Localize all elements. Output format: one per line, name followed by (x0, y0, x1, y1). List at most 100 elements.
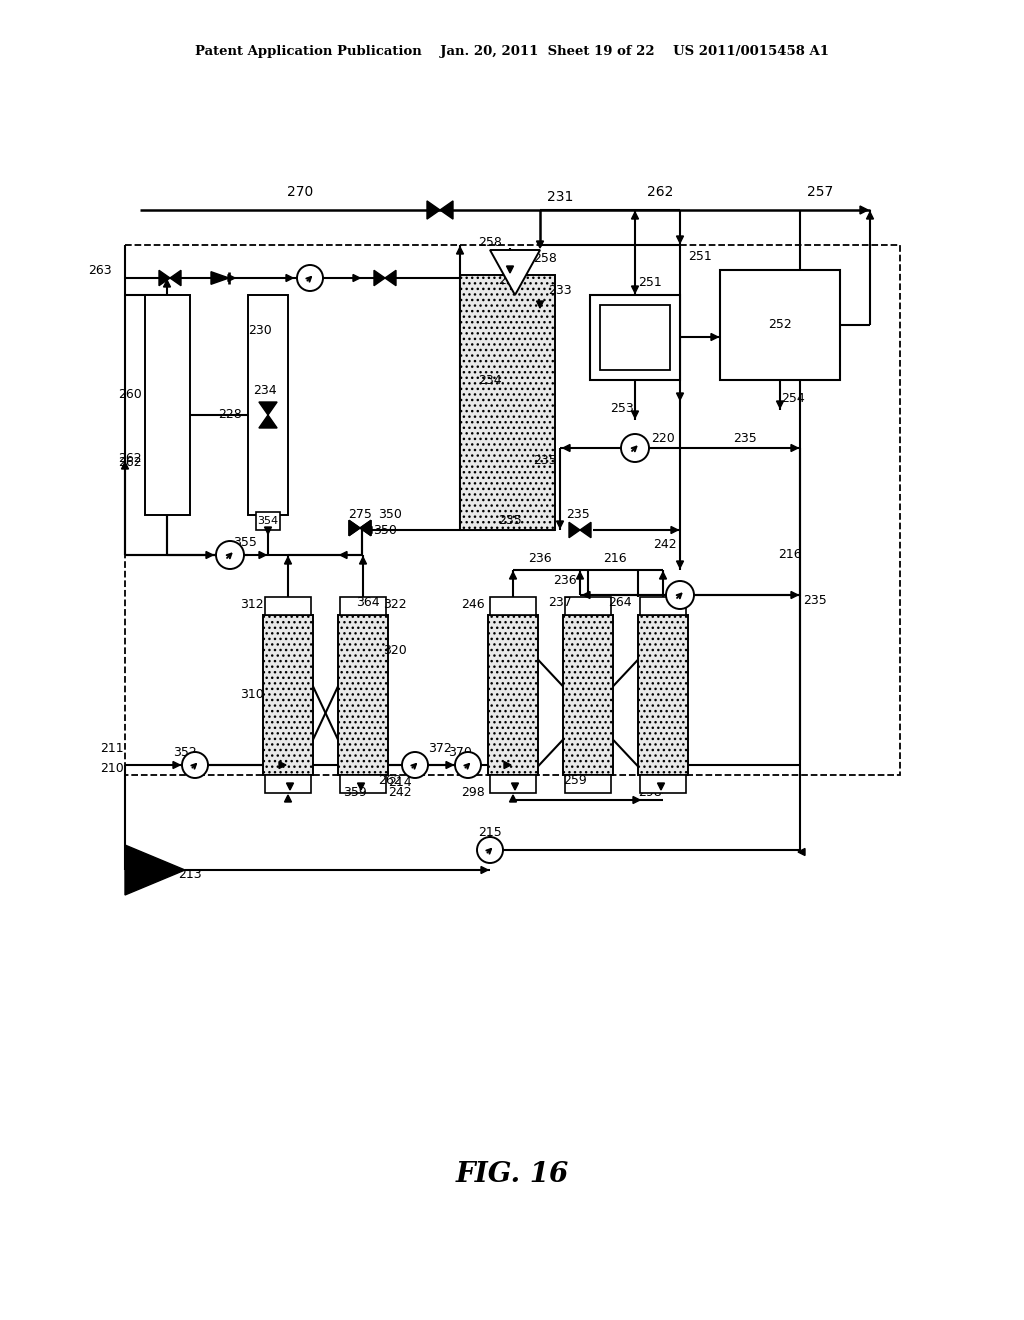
Polygon shape (537, 301, 544, 308)
Polygon shape (671, 527, 678, 533)
Polygon shape (677, 561, 683, 568)
Bar (340, 775, 386, 793)
Text: 262: 262 (647, 185, 673, 199)
Polygon shape (659, 572, 667, 579)
Bar (265, 775, 311, 793)
Polygon shape (791, 591, 798, 598)
Polygon shape (677, 393, 683, 400)
Polygon shape (170, 271, 181, 285)
Text: 320: 320 (383, 644, 407, 656)
Text: 220: 220 (651, 432, 675, 445)
Polygon shape (440, 201, 453, 219)
Bar (640, 597, 686, 615)
Polygon shape (349, 520, 360, 536)
Text: 364: 364 (356, 595, 380, 609)
Polygon shape (206, 552, 213, 558)
Polygon shape (632, 286, 639, 293)
Polygon shape (446, 762, 453, 768)
Circle shape (455, 752, 481, 777)
Bar (640, 775, 686, 793)
Circle shape (621, 434, 649, 462)
Circle shape (182, 752, 208, 777)
Polygon shape (632, 411, 639, 418)
Polygon shape (512, 783, 518, 789)
Bar (590, 294, 680, 380)
Text: 232: 232 (499, 273, 522, 286)
Text: 240: 240 (638, 644, 662, 656)
Circle shape (402, 752, 428, 777)
Polygon shape (259, 403, 278, 414)
Text: 322: 322 (383, 598, 407, 611)
Bar (488, 615, 538, 775)
Polygon shape (583, 591, 590, 598)
Polygon shape (340, 552, 347, 558)
Bar (256, 512, 280, 531)
Polygon shape (360, 520, 371, 536)
Polygon shape (776, 401, 783, 408)
Text: 242: 242 (388, 787, 412, 800)
Polygon shape (507, 267, 513, 273)
Polygon shape (457, 247, 464, 253)
Text: 253: 253 (610, 401, 634, 414)
Polygon shape (427, 201, 440, 219)
Polygon shape (791, 445, 798, 451)
Polygon shape (504, 762, 511, 768)
Bar (248, 294, 288, 515)
Polygon shape (211, 272, 229, 284)
Polygon shape (677, 236, 683, 243)
Polygon shape (365, 527, 372, 533)
Polygon shape (657, 783, 665, 789)
Text: 262: 262 (118, 451, 141, 465)
Bar (125, 246, 900, 775)
Text: 215: 215 (478, 826, 502, 840)
Text: 234: 234 (478, 374, 502, 387)
Bar (638, 615, 688, 775)
Text: 216: 216 (603, 552, 627, 565)
Text: 236: 236 (553, 573, 577, 586)
Bar (460, 275, 555, 531)
Text: 231: 231 (547, 190, 573, 205)
Bar (490, 775, 536, 793)
Text: 352: 352 (173, 746, 197, 759)
Polygon shape (287, 783, 294, 789)
Polygon shape (279, 762, 286, 768)
Text: 234: 234 (253, 384, 276, 396)
Polygon shape (259, 414, 278, 428)
Bar (490, 597, 536, 615)
Polygon shape (164, 280, 171, 286)
Text: 216: 216 (778, 549, 802, 561)
Polygon shape (173, 762, 180, 768)
Text: 235: 235 (733, 432, 757, 445)
Text: 250: 250 (623, 330, 647, 343)
Text: 262: 262 (378, 774, 401, 787)
Text: FIG. 16: FIG. 16 (456, 1162, 568, 1188)
Text: 233: 233 (548, 284, 571, 297)
Text: 359: 359 (343, 787, 367, 800)
Text: 254: 254 (781, 392, 805, 404)
Polygon shape (385, 271, 396, 285)
Bar (145, 294, 190, 515)
Text: 355: 355 (233, 536, 257, 549)
Polygon shape (360, 520, 371, 536)
Text: 270: 270 (287, 185, 313, 199)
Text: 262: 262 (118, 455, 141, 469)
Bar (720, 271, 840, 380)
Text: Patent Application Publication    Jan. 20, 2011  Sheet 19 of 22    US 2011/00154: Patent Application Publication Jan. 20, … (195, 45, 829, 58)
Text: 235: 235 (566, 508, 590, 521)
Text: 312: 312 (241, 598, 264, 611)
Polygon shape (510, 572, 516, 579)
Polygon shape (481, 866, 488, 874)
Text: 235: 235 (534, 454, 557, 466)
Text: 230: 230 (248, 323, 272, 337)
Text: 259: 259 (563, 774, 587, 787)
Polygon shape (580, 523, 591, 537)
Polygon shape (159, 271, 170, 285)
Text: 211: 211 (100, 742, 124, 755)
Polygon shape (285, 557, 292, 564)
Polygon shape (259, 552, 266, 558)
Text: 370: 370 (449, 746, 472, 759)
Text: 236: 236 (528, 552, 552, 565)
Polygon shape (122, 462, 128, 469)
Text: 263: 263 (88, 264, 112, 276)
Text: 350: 350 (373, 524, 397, 536)
